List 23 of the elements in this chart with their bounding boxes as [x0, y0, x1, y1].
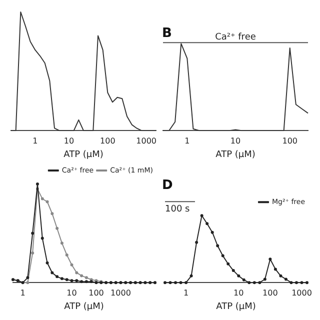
x-tick-label: 1000	[292, 288, 312, 298]
x-axis-title: ATP (μM)	[216, 150, 256, 160]
chart-title: D	[162, 178, 173, 194]
x-tick-label: 10	[66, 288, 77, 298]
x-tick-label: 1000	[110, 288, 131, 298]
x-tick-label: 10	[64, 136, 74, 146]
chart-title: B	[162, 26, 172, 42]
x-tick-label: 10	[230, 136, 241, 146]
x-tick-label: 1	[20, 288, 26, 298]
x-axis-title: ATP (μM)	[64, 302, 104, 312]
x-tick-label: 100	[88, 288, 104, 298]
x-tick-label: 1	[32, 136, 38, 146]
x-axis-title: ATP (μM)	[64, 150, 104, 160]
x-tick-label: 1	[183, 288, 189, 298]
x-tick-label: 100	[282, 136, 298, 146]
x-axis-title: ATP (μM)	[216, 302, 256, 312]
x-tick-label: 10	[234, 288, 244, 298]
x-tick-label: 100	[100, 136, 116, 146]
text: Ca²⁺ free	[215, 32, 256, 42]
text: 100 s	[165, 204, 190, 214]
x-tick-label: 1	[184, 136, 190, 146]
x-tick-label: 1000	[136, 136, 157, 146]
x-tick-label: 100	[262, 288, 278, 298]
